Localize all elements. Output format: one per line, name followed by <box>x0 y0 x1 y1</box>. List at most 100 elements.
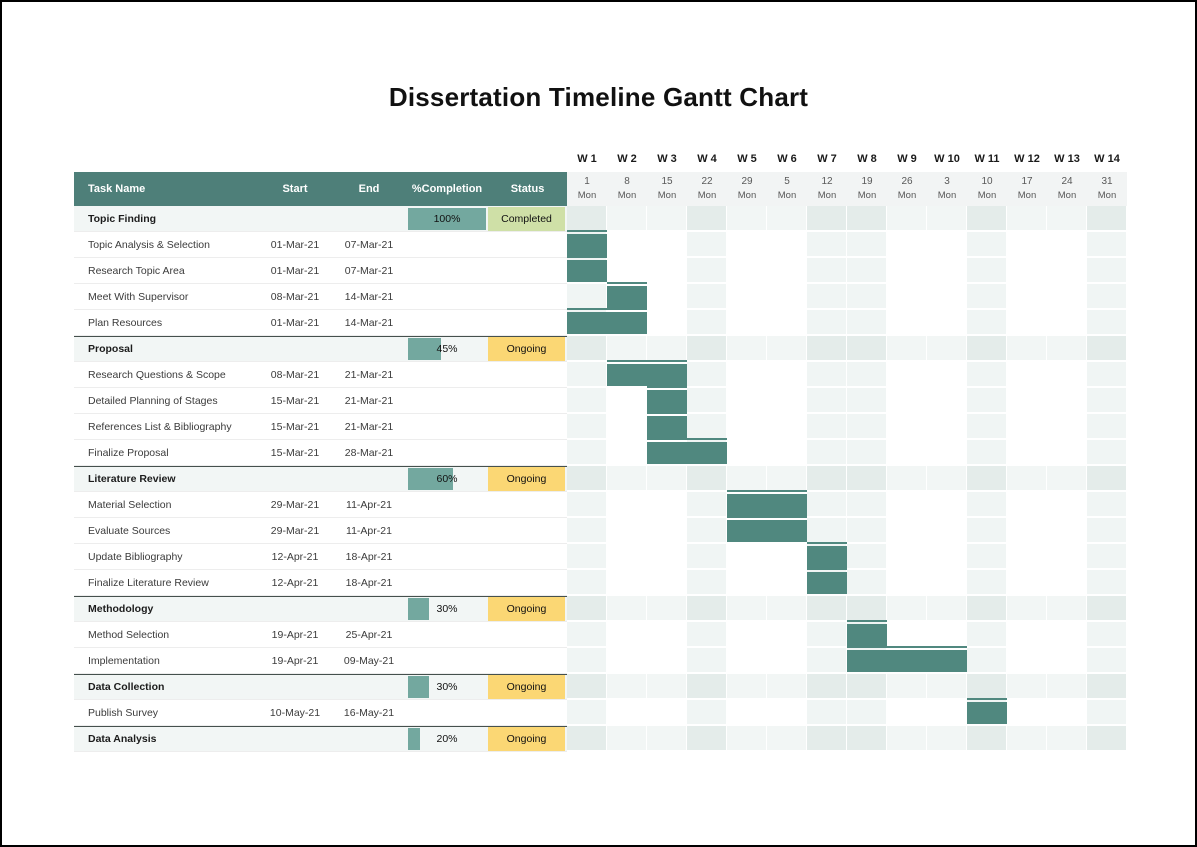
week-cell <box>1007 206 1047 232</box>
week-date-cell: 26 Mon <box>887 172 927 206</box>
gantt-grid-row <box>567 646 1127 674</box>
week-cell <box>847 674 887 700</box>
gantt-grid-row <box>567 490 1127 518</box>
gantt-bar <box>567 230 607 256</box>
week-cell <box>607 232 647 258</box>
group-row: Methodology 30% Ongoing <box>74 596 1127 622</box>
completion-cell <box>406 700 488 726</box>
week-cell <box>647 232 687 258</box>
week-cell <box>887 232 927 258</box>
week-cell <box>1007 596 1047 622</box>
week-cell <box>967 284 1007 310</box>
week-cell <box>887 258 927 284</box>
week-cell <box>807 726 847 752</box>
group-row: Literature Review 60% Ongoing <box>74 466 1127 492</box>
status-cell <box>488 232 567 258</box>
week-cell <box>927 492 967 518</box>
week-cell <box>927 414 967 440</box>
week-cell <box>927 440 967 466</box>
week-cell <box>967 310 1007 336</box>
weekday-label: Mon <box>857 190 877 201</box>
week-cell <box>687 362 727 388</box>
week-cell <box>847 544 887 570</box>
task-name-cell: Method Selection <box>88 628 170 641</box>
week-cell <box>1087 622 1127 648</box>
week-cell <box>767 596 807 622</box>
week-cell <box>727 674 767 700</box>
completion-cell <box>406 570 488 596</box>
week-date-cell: 24 Mon <box>1047 172 1087 206</box>
week-cell <box>727 284 767 310</box>
task-row: Meet With Supervisor 08-Mar-21 14-Mar-21 <box>74 282 1127 310</box>
completion-cell: 45% <box>406 336 488 362</box>
week-cell <box>887 726 927 752</box>
week-cell <box>887 284 927 310</box>
task-name-cell: Data Collection <box>88 681 165 693</box>
page-title: Dissertation Timeline Gantt Chart <box>388 82 809 112</box>
week-cell <box>567 648 607 674</box>
task-row: Implementation 19-Apr-21 09-May-21 <box>74 646 1127 674</box>
week-cell <box>807 622 847 648</box>
week-start-date: 15 <box>661 176 673 187</box>
week-cell <box>1047 336 1087 362</box>
week-cell <box>567 518 607 544</box>
week-cell <box>607 440 647 466</box>
week-label: W 4 <box>697 153 717 165</box>
weekday-label: Mon <box>977 190 997 201</box>
week-cell <box>687 622 727 648</box>
week-cell <box>567 570 607 596</box>
task-name-cell: Meet With Supervisor <box>88 290 189 303</box>
completion-cell: 30% <box>406 596 488 622</box>
week-cell <box>927 726 967 752</box>
completion-label: 30% <box>436 681 458 693</box>
week-cell <box>807 362 847 388</box>
week-start-date: 22 <box>701 176 713 187</box>
week-cell <box>567 596 607 622</box>
week-cell <box>687 570 727 596</box>
task-name-cell: Finalize Literature Review <box>88 576 209 589</box>
table-row-cells: Data Analysis 20% Ongoing <box>74 726 567 752</box>
week-cell <box>607 414 647 440</box>
week-cell <box>687 700 727 726</box>
week-cell <box>807 206 847 232</box>
week-cell <box>687 336 727 362</box>
start-date-cell: 10-May-21 <box>269 706 321 719</box>
week-cell <box>1007 362 1047 388</box>
week-cell <box>807 596 847 622</box>
task-name-cell: Publish Survey <box>88 706 159 719</box>
week-cell <box>1047 284 1087 310</box>
column-header-task-name: Task Name <box>88 183 146 195</box>
week-cell <box>687 284 727 310</box>
week-cell <box>927 232 967 258</box>
week-cell <box>647 674 687 700</box>
week-cell <box>1087 362 1127 388</box>
week-cell <box>567 414 607 440</box>
week-cell <box>567 362 607 388</box>
completion-fill <box>408 338 441 360</box>
status-cell <box>488 258 567 284</box>
week-cell <box>1007 648 1047 674</box>
gantt-grid-row <box>567 466 1127 492</box>
weekday-label: Mon <box>897 190 917 201</box>
week-start-date: 19 <box>861 176 873 187</box>
week-cell <box>807 336 847 362</box>
week-label: W 12 <box>1014 153 1040 165</box>
table-row-cells: Methodology 30% Ongoing <box>74 596 567 622</box>
completion-cell <box>406 414 488 440</box>
week-cell <box>967 544 1007 570</box>
completion-cell <box>406 388 488 414</box>
week-cell <box>767 622 807 648</box>
week-cell <box>887 596 927 622</box>
week-cell <box>927 596 967 622</box>
table-row-cells: Detailed Planning of Stages 15-Mar-21 21-M… <box>74 388 567 414</box>
task-name-cell: Proposal <box>88 343 133 355</box>
status-cell <box>488 518 567 544</box>
week-cell <box>647 466 687 492</box>
week-cell <box>727 310 767 336</box>
week-cell <box>927 284 967 310</box>
status-cell <box>488 310 567 336</box>
gantt-grid-row <box>567 620 1127 648</box>
week-cell <box>1087 232 1127 258</box>
week-cell <box>927 700 967 726</box>
week-label: W 11 <box>974 153 1000 165</box>
